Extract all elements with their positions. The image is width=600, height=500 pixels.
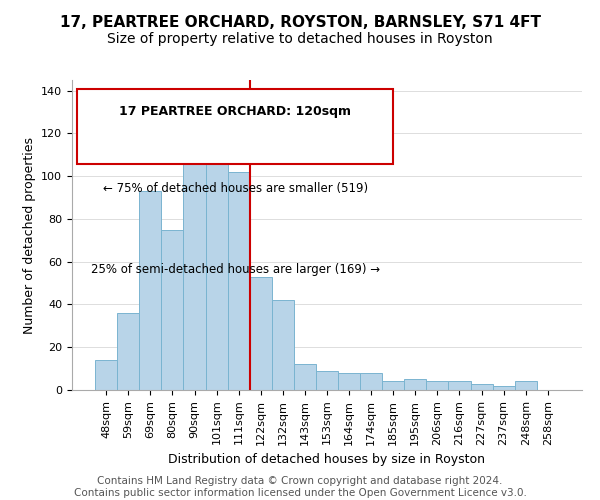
Text: 17, PEARTREE ORCHARD, ROYSTON, BARNSLEY, S71 4FT: 17, PEARTREE ORCHARD, ROYSTON, BARNSLEY,… [59, 15, 541, 30]
Bar [294, 364, 316, 390]
Text: 17 PEARTREE ORCHARD: 120sqm: 17 PEARTREE ORCHARD: 120sqm [119, 105, 351, 118]
Text: Size of property relative to detached houses in Royston: Size of property relative to detached ho… [107, 32, 493, 46]
Bar [206, 150, 227, 390]
Bar [316, 371, 338, 390]
Bar [404, 380, 427, 390]
Bar [161, 230, 184, 390]
Bar [338, 373, 360, 390]
Bar [139, 191, 161, 390]
Text: 25% of semi-detached houses are larger (169) →: 25% of semi-detached houses are larger (… [91, 263, 380, 276]
Bar [493, 386, 515, 390]
X-axis label: Distribution of detached houses by size in Royston: Distribution of detached houses by size … [169, 453, 485, 466]
Bar [250, 276, 272, 390]
Text: Contains HM Land Registry data © Crown copyright and database right 2024.
Contai: Contains HM Land Registry data © Crown c… [74, 476, 526, 498]
Y-axis label: Number of detached properties: Number of detached properties [23, 136, 35, 334]
Bar [117, 313, 139, 390]
FancyBboxPatch shape [77, 90, 394, 164]
Bar [470, 384, 493, 390]
Bar [382, 382, 404, 390]
Text: ← 75% of detached houses are smaller (519): ← 75% of detached houses are smaller (51… [103, 182, 368, 196]
Bar [272, 300, 294, 390]
Bar [515, 382, 537, 390]
Bar [95, 360, 117, 390]
Bar [227, 172, 250, 390]
Bar [184, 161, 206, 390]
Bar [360, 373, 382, 390]
Bar [427, 382, 448, 390]
Bar [448, 382, 470, 390]
